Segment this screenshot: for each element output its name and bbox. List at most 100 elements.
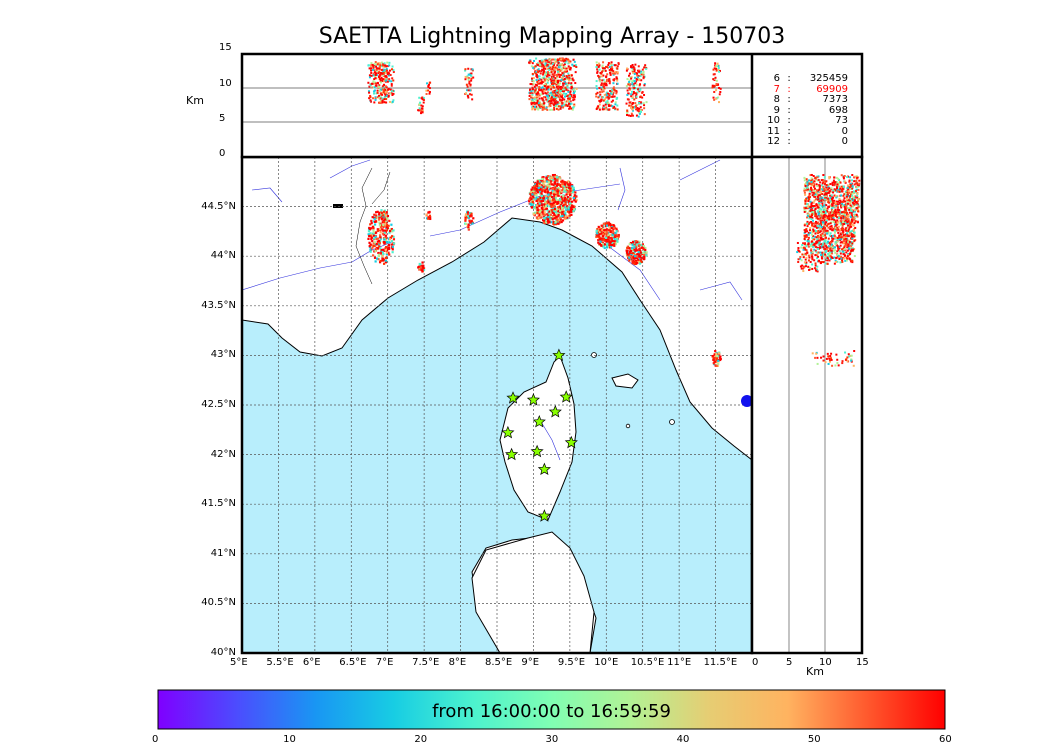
lightning-source [369, 248, 372, 251]
lightning-source [633, 262, 636, 265]
lightning-source [567, 97, 570, 100]
lightning-source [537, 79, 540, 82]
lightning-source [555, 208, 559, 211]
lightning-source [635, 241, 638, 244]
lightning-source [384, 88, 387, 91]
lightning-source [598, 236, 601, 239]
lightning-source [375, 216, 378, 219]
lightning-source [834, 226, 837, 229]
lightning-source [630, 76, 633, 79]
lightning-source [825, 199, 828, 202]
lightning-source [553, 106, 556, 109]
lightning-source [385, 211, 388, 214]
lightning-source [805, 262, 808, 265]
lightning-source [626, 246, 629, 250]
lightning-source [828, 234, 831, 237]
lightning-source [807, 254, 810, 257]
lightning-source [845, 205, 848, 208]
lightning-source [562, 92, 565, 95]
lightning-source [856, 209, 859, 212]
lightning-source [811, 255, 814, 258]
lightning-source [816, 195, 819, 198]
lightning-source [550, 102, 553, 105]
lightning-source [613, 241, 616, 245]
lightning-source [643, 84, 646, 87]
lightning-source [851, 216, 854, 219]
lightning-source [376, 91, 379, 94]
lightning-source [828, 241, 831, 244]
lightning-source [567, 90, 570, 93]
lightning-source [539, 189, 543, 193]
lightning-source [379, 222, 382, 225]
lightning-source [387, 248, 390, 251]
lightning-source [374, 77, 377, 80]
lightning-source [845, 215, 848, 218]
lightning-source [840, 206, 843, 209]
lightning-source [631, 109, 634, 112]
lightning-source [384, 93, 387, 96]
lightning-source [823, 248, 826, 251]
lightning-source [638, 102, 641, 105]
lightning-source [631, 80, 634, 83]
lightning-source [838, 250, 841, 253]
lightning-source [553, 68, 556, 71]
lightning-source [381, 251, 384, 254]
lightning-source [815, 241, 818, 244]
lightning-source [381, 97, 384, 100]
lightning-source [834, 195, 837, 198]
lightning-source [813, 238, 816, 241]
lightning-source [614, 89, 617, 92]
lightning-source [829, 228, 832, 231]
lightning-source [569, 102, 572, 105]
lightning-source [855, 175, 858, 178]
lightning-source [550, 75, 553, 78]
lightning-source [540, 105, 543, 108]
lightning-source [815, 217, 818, 220]
lightning-source [608, 227, 611, 230]
lightning-source [551, 93, 554, 96]
lightning-source [840, 204, 843, 207]
lightning-source [384, 85, 387, 88]
lightning-source [380, 213, 383, 216]
lightning-source [814, 268, 817, 271]
lightning-source [609, 92, 612, 95]
lightning-source [543, 85, 546, 88]
corsica-island [499, 355, 577, 521]
lightning-source [643, 93, 646, 96]
lightning-source [813, 267, 816, 270]
lightning-source [801, 267, 804, 270]
lightning-source [845, 230, 848, 233]
lightning-source [805, 256, 808, 259]
lightning-source [570, 200, 574, 203]
colorbar-tick: 60 [939, 734, 952, 745]
lightning-source [612, 70, 615, 73]
lightning-source [805, 178, 808, 181]
lightning-source [546, 213, 549, 216]
lightning-source [375, 68, 378, 71]
lightning-source [606, 242, 609, 245]
lightning-source [560, 190, 563, 193]
lightning-source [532, 213, 536, 216]
lightning-source [468, 80, 471, 83]
lightning-source [629, 248, 632, 251]
lightning-source [531, 200, 534, 204]
lightning-source [602, 67, 605, 70]
lightning-source [380, 248, 383, 252]
lightning-source [543, 89, 546, 92]
lightning-source [838, 234, 841, 237]
lightning-source [715, 67, 718, 70]
lightning-source [374, 220, 377, 223]
lightning-source [631, 114, 634, 117]
latitude-tick: 44°N [210, 250, 236, 262]
lightning-source [552, 192, 556, 196]
lightning-source [604, 101, 607, 104]
lightning-source [615, 97, 618, 100]
colorbar-tick: 10 [283, 734, 296, 745]
lightning-source [806, 203, 809, 206]
lightning-source [635, 249, 639, 252]
lightning-source [613, 64, 616, 67]
lightning-source [369, 99, 372, 102]
lightning-source [385, 239, 388, 242]
lightning-source [844, 243, 847, 246]
lightning-source [826, 217, 829, 220]
